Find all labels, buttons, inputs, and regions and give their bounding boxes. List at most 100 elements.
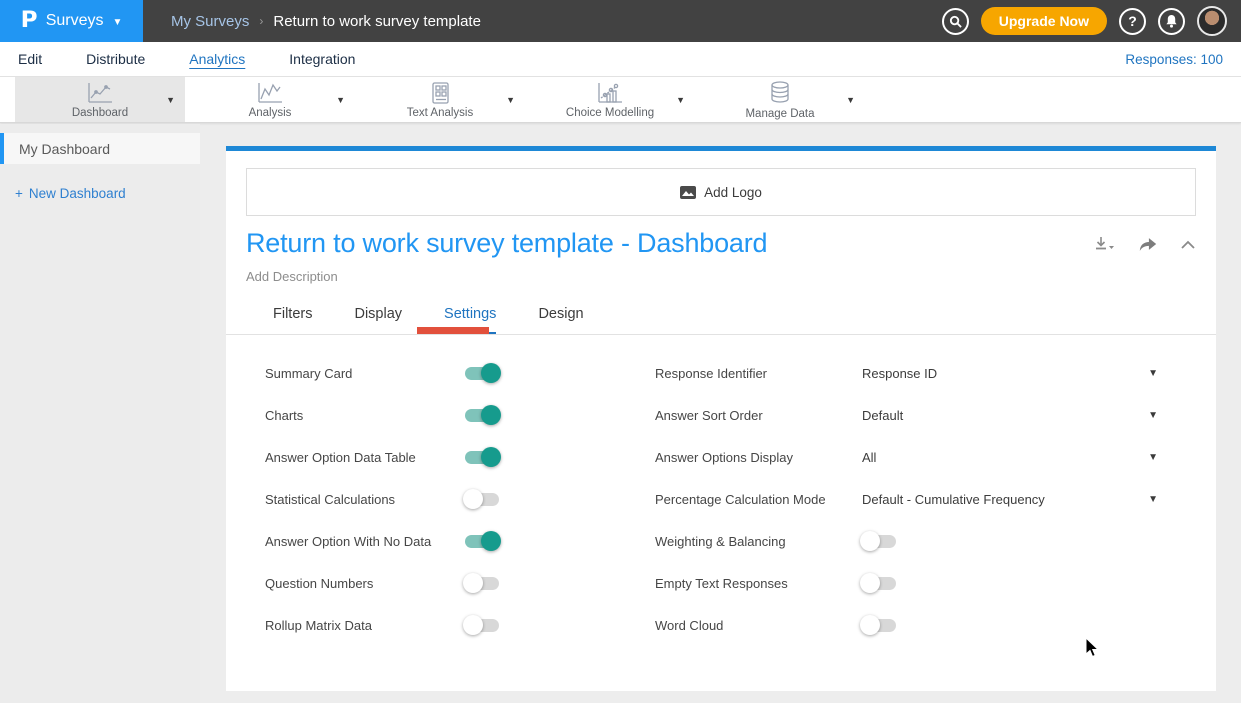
toolbar-item-text-analysis[interactable]: Text Analysis ▼ xyxy=(355,77,525,122)
chevron-up-icon xyxy=(1181,240,1195,249)
nav-item-integration[interactable]: Integration xyxy=(289,51,356,67)
setting-row: Rollup Matrix Data xyxy=(265,604,655,646)
setting-label: Empty Text Responses xyxy=(655,575,788,591)
empty-text-responses-toggle[interactable] xyxy=(860,573,896,593)
percentage-calculation-mode-select[interactable]: Default - Cumulative Frequency xyxy=(862,491,1045,507)
setting-row: Charts xyxy=(265,394,655,436)
breadcrumb-current: Return to work survey template xyxy=(273,12,481,30)
add-description-field[interactable]: Add Description xyxy=(246,269,338,284)
product-name: Surveys xyxy=(45,12,104,29)
nav-item-analytics[interactable]: Analytics xyxy=(189,51,246,67)
nav-item-edit[interactable]: Edit xyxy=(18,51,43,67)
toggle-knob xyxy=(860,531,880,551)
text-analysis-icon xyxy=(432,81,449,104)
text-analysis-dropdown-caret-icon[interactable]: ▼ xyxy=(506,94,515,105)
toggle-knob xyxy=(481,531,501,551)
share-forward-icon xyxy=(1139,238,1157,251)
responses-count[interactable]: Responses: 100 xyxy=(1125,51,1223,67)
toolbar-item-manage-data[interactable]: Manage Data ▼ xyxy=(695,77,865,122)
help-button[interactable]: ? xyxy=(1119,7,1146,35)
add-logo-button[interactable]: Add Logo xyxy=(246,168,1196,216)
setting-label: Summary Card xyxy=(265,365,353,381)
dashboard-panel: Add Logo Return to work survey template … xyxy=(226,146,1216,691)
toolbar-item-dashboard[interactable]: Dashboard ▼ xyxy=(15,77,185,122)
setting-label: Charts xyxy=(265,407,304,423)
answer-sort-order-select[interactable]: Default xyxy=(862,407,904,423)
setting-row: Answer Options Display All ▼ xyxy=(655,436,1186,478)
setting-label: Weighting & Balancing xyxy=(655,533,786,549)
survey-nav: Edit Distribute Analytics Integration Re… xyxy=(0,42,1241,77)
toolbar-item-label: Text Analysis xyxy=(406,106,474,119)
collapse-button[interactable] xyxy=(1180,238,1196,253)
questionpro-logo-icon: P xyxy=(20,8,38,33)
settings-tabs: Filters Display Settings Design xyxy=(226,284,1216,335)
share-button[interactable] xyxy=(1138,236,1158,255)
charts-toggle[interactable] xyxy=(465,405,501,425)
dropdown-caret-icon[interactable]: ▼ xyxy=(1148,367,1158,379)
setting-row: Question Numbers xyxy=(265,562,655,604)
setting-row: Statistical Calculations xyxy=(265,478,655,520)
toolbar-item-choice-modelling[interactable]: Choice Modelling ▼ xyxy=(525,77,695,122)
user-avatar[interactable] xyxy=(1197,6,1227,36)
brand-menu[interactable]: P Surveys ▼ xyxy=(0,0,143,42)
setting-label: Answer Option With No Data xyxy=(265,533,432,549)
sidebar-item-my-dashboard[interactable]: My Dashboard xyxy=(0,133,200,164)
setting-row: Answer Sort Order Default ▼ xyxy=(655,394,1186,436)
setting-label: Answer Options Display xyxy=(655,449,793,465)
new-dashboard-button[interactable]: + New Dashboard xyxy=(15,186,200,201)
toggle-knob xyxy=(463,615,483,635)
setting-row: Empty Text Responses xyxy=(655,562,1186,604)
rollup-matrix-data-toggle[interactable] xyxy=(463,615,499,635)
title-actions xyxy=(1094,228,1196,255)
upgrade-now-button[interactable]: Upgrade Now xyxy=(980,7,1107,35)
dropdown-caret-icon[interactable]: ▼ xyxy=(1148,409,1158,421)
notifications-button[interactable] xyxy=(1158,7,1185,35)
tab-display[interactable]: Display xyxy=(354,306,403,322)
breadcrumb-parent[interactable]: My Surveys xyxy=(171,12,250,30)
new-dashboard-label: New Dashboard xyxy=(28,186,126,201)
manage-data-dropdown-caret-icon[interactable]: ▼ xyxy=(846,94,855,105)
settings-right-column: Response Identifier Response ID ▼ Answer S… xyxy=(655,352,1186,646)
toggle-knob xyxy=(481,405,501,425)
summary-card-toggle[interactable] xyxy=(465,363,501,383)
toolbar-item-label: Choice Modelling xyxy=(565,106,655,119)
dashboard-dropdown-caret-icon[interactable]: ▼ xyxy=(166,94,175,105)
dropdown-caret-icon[interactable]: ▼ xyxy=(1148,493,1158,505)
toolbar-item-label: Dashboard xyxy=(71,106,129,119)
analysis-dropdown-caret-icon[interactable]: ▼ xyxy=(336,94,345,105)
answer-option-with-no-data-toggle[interactable] xyxy=(465,531,501,551)
word-cloud-toggle[interactable] xyxy=(860,615,896,635)
setting-label: Answer Sort Order xyxy=(655,407,763,423)
search-button[interactable] xyxy=(941,7,969,35)
setting-label: Rollup Matrix Data xyxy=(265,617,372,633)
setting-row: Weighting & Balancing xyxy=(655,520,1186,562)
setting-label: Question Numbers xyxy=(265,575,374,591)
choice-modelling-dropdown-caret-icon[interactable]: ▼ xyxy=(676,94,685,105)
question-numbers-toggle[interactable] xyxy=(463,573,499,593)
header-actions: Upgrade Now ? xyxy=(941,0,1241,42)
choice-modelling-icon xyxy=(598,82,622,103)
setting-label: Answer Option Data Table xyxy=(265,449,416,465)
response-identifier-select[interactable]: Response ID xyxy=(862,365,938,381)
top-header: P Surveys ▼ My Surveys › Return to work … xyxy=(0,0,1241,42)
answer-options-display-select[interactable]: All xyxy=(862,449,877,465)
plus-icon: + xyxy=(15,186,23,201)
answer-option-data-table-toggle[interactable] xyxy=(465,447,501,467)
dashboard-sidebar: My Dashboard + New Dashboard xyxy=(0,124,200,703)
bell-icon xyxy=(1166,14,1177,28)
toggle-knob xyxy=(463,489,483,509)
weighting-balancing-toggle[interactable] xyxy=(860,531,896,551)
setting-label: Word Cloud xyxy=(655,617,724,633)
nav-item-distribute[interactable]: Distribute xyxy=(86,51,146,67)
download-button[interactable] xyxy=(1094,236,1116,255)
setting-label: Percentage Calculation Mode xyxy=(655,491,826,507)
toolbar-item-label: Manage Data xyxy=(745,107,815,120)
image-icon xyxy=(680,185,697,199)
breadcrumb: My Surveys › Return to work survey templ… xyxy=(143,0,942,42)
brand-caret-icon: ▼ xyxy=(112,16,123,28)
dropdown-caret-icon[interactable]: ▼ xyxy=(1148,451,1158,463)
toolbar-item-analysis[interactable]: Analysis ▼ xyxy=(185,77,355,122)
statistical-calculations-toggle[interactable] xyxy=(463,489,499,509)
tab-design[interactable]: Design xyxy=(538,306,584,322)
tab-filters[interactable]: Filters xyxy=(273,306,313,322)
